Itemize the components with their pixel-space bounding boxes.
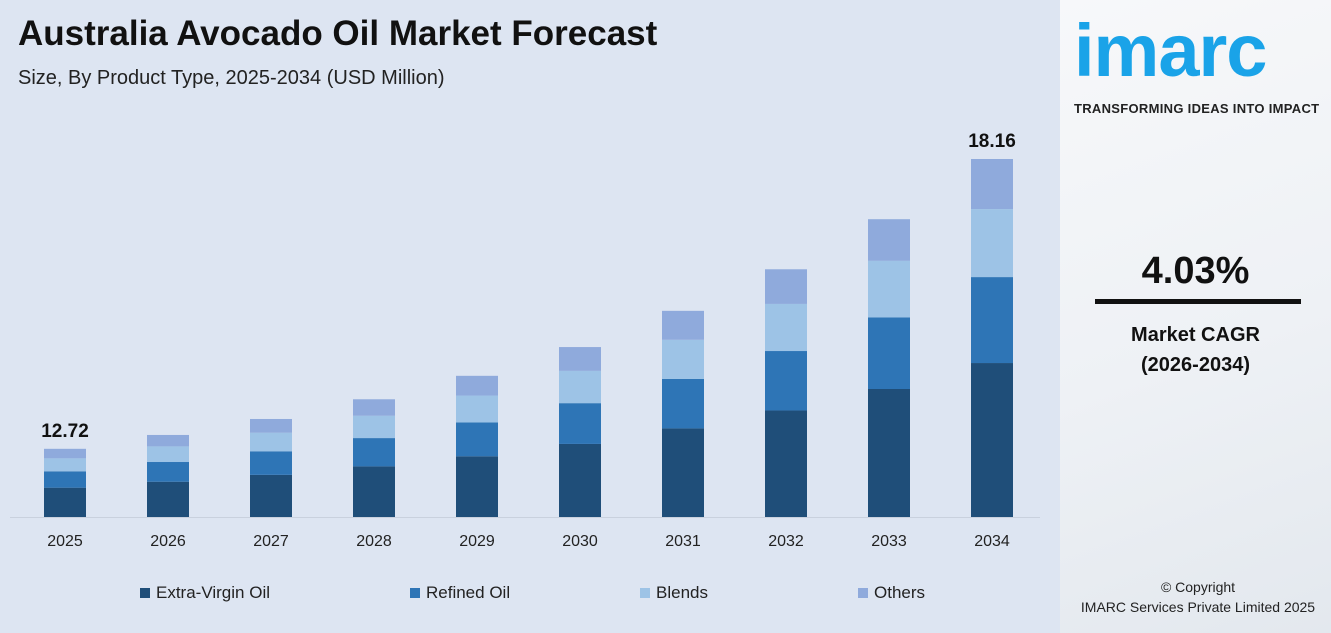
- legend-swatch: [410, 588, 420, 598]
- legend-item: Blends: [640, 583, 708, 603]
- copyright-line1: © Copyright: [1160, 579, 1236, 595]
- chart-panel: Australia Avocado Oil Market Forecast Si…: [10, 14, 1040, 603]
- x-tick-label: 2029: [459, 533, 495, 550]
- x-tick-label: 2034: [974, 533, 1010, 550]
- bar-segment-2031-0: [662, 428, 704, 517]
- divider: [1095, 299, 1301, 304]
- bar-segment-2026-0: [147, 481, 189, 517]
- bar-segment-2026-1: [147, 462, 189, 482]
- bar-segment-2032-0: [765, 410, 807, 517]
- cagr-period: (2026-2034): [1141, 354, 1250, 376]
- bar-segment-2033-3: [868, 219, 910, 261]
- bar-segment-2025-3: [44, 448, 86, 459]
- bar-segment-2032-1: [765, 351, 807, 411]
- legend-swatch: [140, 588, 150, 598]
- bar-segment-2028-1: [353, 438, 395, 467]
- bar-segment-2033-0: [868, 388, 910, 517]
- legend-swatch: [858, 588, 868, 598]
- bar-segment-2034-2: [971, 209, 1013, 278]
- cagr-value: 4.03%: [1141, 250, 1250, 292]
- legend-item: Extra-Virgin Oil: [140, 583, 270, 603]
- info-panel: imarc TRANSFORMING IDEAS INTO IMPACT 4.0…: [1060, 0, 1331, 633]
- chart-title: Australia Avocado Oil Market Forecast: [18, 14, 658, 53]
- bar-segment-2030-2: [559, 370, 601, 404]
- copyright-line2: IMARC Services Private Limited 2025: [1080, 599, 1316, 615]
- x-tick-label: 2032: [768, 533, 804, 550]
- bar-segment-2026-2: [147, 446, 189, 463]
- x-tick-label: 2030: [562, 533, 598, 550]
- bar-segment-2034-3: [971, 159, 1013, 210]
- data-label: 12.72: [41, 421, 89, 442]
- bar-segment-2025-0: [44, 487, 86, 517]
- bar-segment-2028-3: [353, 399, 395, 416]
- cagr-label: Market CAGR (2026-2034): [1060, 320, 1331, 380]
- x-tick-label: 2033: [871, 533, 907, 550]
- legend-label: Refined Oil: [426, 583, 511, 602]
- bar-segment-2033-1: [868, 317, 910, 389]
- tagline: TRANSFORMING IDEAS INTO IMPACT: [1074, 101, 1320, 116]
- bar-segment-2027-3: [250, 418, 292, 433]
- x-tick-label: 2026: [150, 533, 186, 550]
- bar-segment-2026-3: [147, 434, 189, 447]
- x-tick-label: 2031: [665, 533, 701, 550]
- bar-segment-2029-0: [456, 456, 498, 517]
- bar-segment-2031-1: [662, 378, 704, 429]
- bar-segment-2025-2: [44, 458, 86, 472]
- bar-segment-2030-0: [559, 443, 601, 517]
- bar-segment-2030-3: [559, 347, 601, 371]
- imarc-logo: imarc: [1074, 9, 1267, 92]
- x-tick-label: 2025: [47, 533, 83, 550]
- bar-segment-2031-2: [662, 339, 704, 379]
- bar-segment-2034-1: [971, 277, 1013, 364]
- cagr-label-text: Market CAGR: [1131, 324, 1260, 346]
- legend-item: Others: [858, 583, 925, 603]
- data-label: 18.16: [968, 131, 1016, 152]
- legend-label: Blends: [656, 583, 708, 602]
- legend-label: Others: [874, 583, 926, 602]
- bar-segment-2033-2: [868, 260, 910, 318]
- bar-segment-2032-2: [765, 303, 807, 352]
- bar-segment-2025-1: [44, 471, 86, 488]
- legend-swatch: [640, 588, 650, 598]
- bar-segment-2032-3: [765, 269, 807, 304]
- bar-segment-2029-3: [456, 375, 498, 396]
- copyright: © Copyright IMARC Services Private Limite…: [1060, 577, 1331, 617]
- bar-segment-2027-2: [250, 432, 292, 452]
- bar-segment-2028-0: [353, 466, 395, 517]
- bar-segment-2028-2: [353, 415, 395, 439]
- stacked-bar-chart: 2025 12.72 2026 2027 2028 2029 2030 2031 2032 203…: [10, 131, 1040, 550]
- bar-segment-2034-0: [971, 363, 1013, 517]
- bar-segment-2031-3: [662, 310, 704, 340]
- x-tick-label: 2028: [356, 533, 392, 550]
- bar-segment-2029-1: [456, 422, 498, 457]
- bar-segment-2030-1: [559, 403, 601, 444]
- legend-label: Extra-Virgin Oil: [156, 583, 270, 602]
- bar-segment-2027-1: [250, 451, 292, 475]
- x-tick-label: 2027: [253, 533, 289, 550]
- chart-subtitle: Size, By Product Type, 2025-2034 (USD Mi…: [18, 67, 445, 89]
- legend-item: Refined Oil: [410, 583, 510, 603]
- bar-segment-2029-2: [456, 395, 498, 423]
- bar-segment-2027-0: [250, 474, 292, 517]
